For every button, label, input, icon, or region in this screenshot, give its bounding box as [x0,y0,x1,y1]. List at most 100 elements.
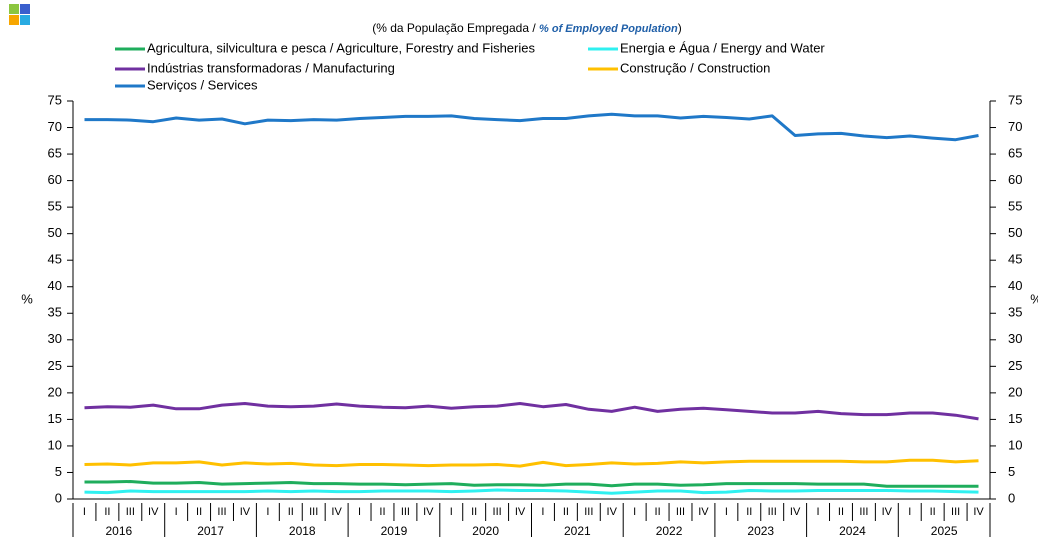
x-tick-label: II [104,506,110,518]
y2-tick-label: 5 [1008,464,1015,479]
x-tick-label: II [930,506,936,518]
year-label: 2023 [747,524,774,537]
y2-tick-label: 60 [1008,172,1022,187]
series-line [84,402,979,421]
y2-tick-label: 40 [1008,278,1022,293]
y2-tick-label: 15 [1008,411,1022,426]
x-tick-label: III [309,506,318,518]
year-label: 2025 [931,524,958,537]
x-tick-label: III [768,506,777,518]
x-tick-label: II [288,506,294,518]
y2-tick-label: 45 [1008,252,1022,267]
y-tick-label: 55 [48,199,62,214]
x-tick-label: IV [423,506,434,518]
x-tick-label: II [563,506,569,518]
x-tick-label: I [83,506,86,518]
series-line [84,488,979,495]
series-line [84,458,979,468]
x-tick-label: II [471,506,477,518]
subtitle-en: % of Employed Population [539,23,678,35]
year-label: 2018 [289,524,316,537]
x-tick-label: III [859,506,868,518]
y-tick-label: 25 [48,358,62,373]
x-tick-label: III [401,506,410,518]
y-tick-label: 0 [55,490,62,505]
y-tick-label: 60 [48,172,62,187]
x-tick-label: I [266,506,269,518]
y2-tick-label: 25 [1008,358,1022,373]
legend-label: Construção / Construction [620,60,770,75]
x-tick-label: III [493,506,502,518]
y-tick-label: 50 [48,225,62,240]
y-tick-label: 20 [48,384,62,399]
year-label: 2019 [381,524,408,537]
x-tick-label: II [379,506,385,518]
year-label: 2021 [564,524,591,537]
y-tick-label: 35 [48,305,62,320]
y-tick-label: 5 [55,464,62,479]
y-tick-label: 75 [48,92,62,107]
y2-tick-label: 10 [1008,437,1022,452]
x-tick-label: IV [148,506,159,518]
x-tick-label: IV [698,506,709,518]
series-line [84,480,979,488]
y2-tick-label: 65 [1008,146,1022,161]
x-tick-label: I [633,506,636,518]
year-label: 2022 [656,524,683,537]
y-tick-label: 70 [48,119,62,134]
subtitle-end: ) [678,21,682,35]
y2-tick-label: 35 [1008,305,1022,320]
year-label: 2017 [197,524,224,537]
x-tick-label: III [584,506,593,518]
y2-tick-label: 55 [1008,199,1022,214]
x-tick-label: I [725,506,728,518]
y2-tick-label: 70 [1008,119,1022,134]
x-tick-label: IV [882,506,893,518]
series-line [84,112,979,142]
x-tick-label: III [676,506,685,518]
y-tick-label: 15 [48,411,62,426]
x-tick-label: I [817,506,820,518]
year-label: 2016 [105,524,132,537]
x-tick-label: II [838,506,844,518]
y-tick-label: 10 [48,437,62,452]
x-tick-label: I [175,506,178,518]
x-tick-label: IV [240,506,251,518]
x-tick-label: IV [973,506,984,518]
x-tick-label: II [746,506,752,518]
legend-label: Energia e Água / Energy and Water [620,40,825,55]
legend-label: Serviços / Services [147,77,258,92]
x-tick-label: I [450,506,453,518]
x-tick-label: I [541,506,544,518]
y-tick-label: 30 [48,331,62,346]
y-axis-label: % [21,291,33,306]
x-tick-label: I [358,506,361,518]
x-tick-label: IV [790,506,801,518]
y2-tick-label: 0 [1008,490,1015,505]
x-tick-label: I [908,506,911,518]
legend-label: Indústrias transformadoras / Manufacturi… [147,60,395,75]
subtitle-pt: (% da População Empregada / [372,21,539,35]
y2-tick-label: 20 [1008,384,1022,399]
x-tick-label: III [951,506,960,518]
y-tick-label: 45 [48,252,62,267]
year-label: 2020 [472,524,499,537]
logo [9,4,30,25]
x-tick-label: IV [515,506,526,518]
y-tick-label: 40 [48,278,62,293]
y2-tick-label: 30 [1008,331,1022,346]
y-tick-label: 65 [48,146,62,161]
x-tick-label: II [655,506,661,518]
year-label: 2024 [839,524,866,537]
subtitle: (% da População Empregada / % of Employe… [372,21,682,35]
x-tick-label: IV [607,506,618,518]
x-tick-label: II [196,506,202,518]
y2-tick-label: 75 [1008,92,1022,107]
y2-tick-label: 50 [1008,225,1022,240]
x-tick-label: III [126,506,135,518]
x-tick-label: III [217,506,226,518]
y2-axis-label: % [1030,291,1038,306]
x-tick-label: IV [331,506,342,518]
legend-label: Agricultura, silvicultura e pesca / Agri… [147,40,535,55]
